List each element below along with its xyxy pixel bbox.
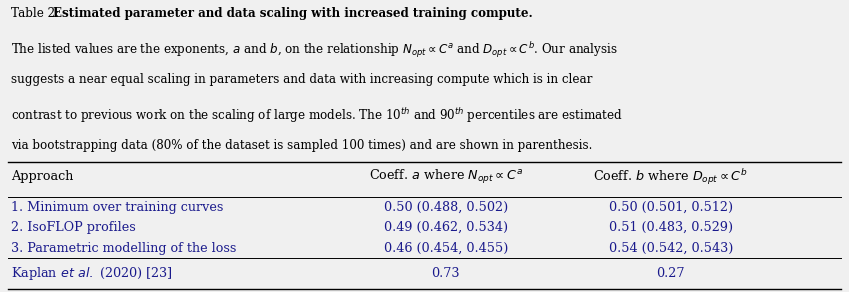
Text: 2. IsoFLOP profiles: 2. IsoFLOP profiles [11,221,136,234]
Text: Approach: Approach [11,170,73,183]
Text: Table 2:: Table 2: [11,7,63,20]
Text: 0.49 (0.462, 0.534): 0.49 (0.462, 0.534) [384,221,508,234]
Text: 0.50 (0.501, 0.512): 0.50 (0.501, 0.512) [609,201,733,214]
Text: 0.73: 0.73 [431,267,460,280]
Text: The listed values are the exponents, $\it{a}$ and $\it{b}$, on the relationship : The listed values are the exponents, $\i… [11,40,618,60]
Text: 0.54 (0.542, 0.543): 0.54 (0.542, 0.543) [609,242,733,255]
Text: Coeff. $\it{a}$ where $N_{opt} \propto C^{a}$: Coeff. $\it{a}$ where $N_{opt} \propto C… [368,168,523,186]
Text: Coeff. $\it{b}$ where $D_{opt} \propto C^{b}$: Coeff. $\it{b}$ where $D_{opt} \propto C… [593,167,748,187]
Text: suggests a near equal scaling in parameters and data with increasing compute whi: suggests a near equal scaling in paramet… [11,73,593,86]
Text: 0.51 (0.483, 0.529): 0.51 (0.483, 0.529) [609,221,733,234]
Text: via bootstrapping data (80% of the dataset is sampled 100 times) and are shown i: via bootstrapping data (80% of the datas… [11,139,593,152]
Text: Estimated parameter and data scaling with increased training compute.: Estimated parameter and data scaling wit… [53,7,533,20]
Text: 0.50 (0.488, 0.502): 0.50 (0.488, 0.502) [384,201,508,214]
Text: 0.46 (0.454, 0.455): 0.46 (0.454, 0.455) [384,242,508,255]
Text: 1. Minimum over training curves: 1. Minimum over training curves [11,201,223,214]
Text: Kaplan $\it{et\ al.}$ (2020) [23]: Kaplan $\it{et\ al.}$ (2020) [23] [11,265,173,282]
Text: 0.27: 0.27 [656,267,685,280]
Text: contrast to previous work on the scaling of large models. The 10$^{th}$ and 90$^: contrast to previous work on the scaling… [11,106,622,125]
Text: 3. Parametric modelling of the loss: 3. Parametric modelling of the loss [11,242,236,255]
